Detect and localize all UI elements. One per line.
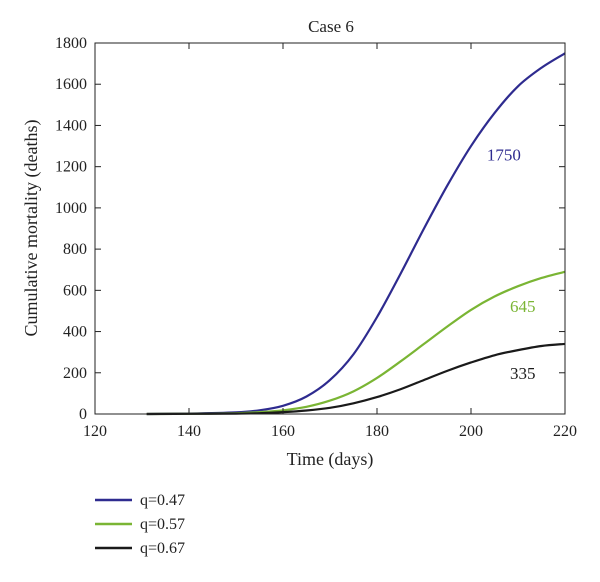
y-axis: 0 200 400 600 800 1000 1200 1400 1600 1800 bbox=[55, 35, 565, 423]
y-tick-label: 800 bbox=[63, 241, 87, 258]
series-line-1 bbox=[146, 52, 566, 416]
y-tick-label: 1600 bbox=[55, 76, 87, 93]
x-tick-label: 220 bbox=[553, 423, 577, 440]
y-tick-label: 1400 bbox=[55, 117, 87, 134]
y-tick-label: 0 bbox=[79, 406, 87, 423]
x-tick-label: 140 bbox=[177, 423, 201, 440]
x-axis-label: Time (days) bbox=[287, 449, 374, 470]
annotations: 1750 645 335 bbox=[487, 145, 536, 382]
plot-area bbox=[146, 52, 566, 416]
y-tick-label: 1000 bbox=[55, 200, 87, 217]
y-tick-label: 1800 bbox=[55, 35, 87, 52]
x-axis: 120 140 160 180 200 220 bbox=[83, 43, 577, 440]
y-tick-label: 600 bbox=[63, 282, 87, 299]
annotation-label: 335 bbox=[510, 364, 536, 383]
x-tick-label: 180 bbox=[365, 423, 389, 440]
y-axis-label: Cumulative mortality (deaths) bbox=[21, 120, 42, 337]
annotation-label: 645 bbox=[510, 297, 536, 316]
y-tick-label: 1200 bbox=[55, 159, 87, 176]
chart-title: Case 6 bbox=[308, 17, 354, 36]
legend: q=0.47 q=0.57 q=0.67 bbox=[95, 492, 185, 557]
plot-frame bbox=[94, 42, 566, 415]
y-tick-label: 400 bbox=[63, 324, 87, 341]
y-tick-label: 200 bbox=[63, 365, 87, 382]
legend-label: q=0.67 bbox=[140, 540, 185, 557]
series-line-3 bbox=[146, 342, 566, 416]
x-tick-label: 200 bbox=[459, 423, 483, 440]
series-line-2 bbox=[146, 270, 566, 416]
annotation-label: 1750 bbox=[487, 145, 521, 164]
legend-label: q=0.47 bbox=[140, 492, 185, 509]
x-tick-label: 160 bbox=[271, 423, 295, 440]
x-tick-label: 120 bbox=[83, 423, 107, 440]
legend-label: q=0.57 bbox=[140, 516, 185, 533]
